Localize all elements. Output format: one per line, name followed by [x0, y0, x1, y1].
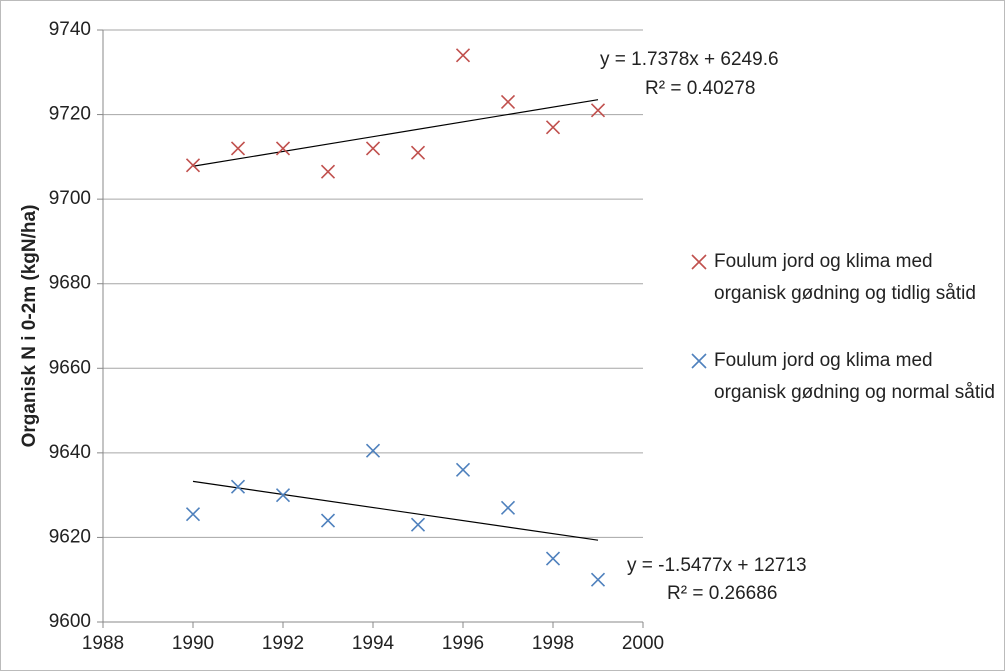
data-point [230, 141, 246, 156]
legend-marker [691, 353, 707, 369]
x-tick-label: 1992 [262, 633, 304, 654]
data-point [230, 479, 246, 494]
data-point [320, 164, 336, 179]
x-tick-label: 1994 [352, 633, 395, 654]
data-point [545, 551, 561, 566]
data-point [275, 488, 291, 503]
x-tick-label: 1988 [82, 633, 124, 654]
data-point [590, 572, 606, 587]
data-point [500, 94, 516, 109]
trendline-r2: R² = 0.26686 [667, 583, 777, 604]
trendline-equation: y = 1.7378x + 6249.6 [600, 49, 779, 70]
data-point [410, 517, 426, 532]
x-tick-label: 1998 [532, 633, 574, 654]
y-tick-label: 9640 [49, 442, 91, 463]
y-tick-label: 9600 [49, 611, 91, 632]
y-tick-label: 9720 [49, 104, 91, 125]
trendline [192, 480, 599, 541]
legend-label: Foulum jord og klima med organisk gødnin… [714, 350, 995, 403]
data-point [185, 507, 201, 522]
data-point [500, 500, 516, 515]
data-point [455, 462, 471, 477]
x-tick-label: 1990 [172, 633, 214, 654]
data-point [275, 141, 291, 156]
data-point [365, 443, 381, 458]
y-tick-label: 9740 [49, 19, 91, 40]
x-tick-label: 2000 [622, 633, 664, 654]
trendline [192, 99, 599, 167]
data-point [410, 145, 426, 160]
legend-marker [691, 254, 707, 270]
y-axis-label: Organisk N i 0-2m (kgN/ha) [19, 205, 40, 448]
x-tick-label: 1996 [442, 633, 484, 654]
legend-label: Foulum jord og klima med organisk gødnin… [714, 251, 976, 304]
data-point [545, 120, 561, 135]
data-point [455, 48, 471, 63]
data-point [320, 513, 336, 528]
y-tick-label: 9660 [49, 357, 91, 378]
data-point [590, 103, 606, 118]
trendline-r2: R² = 0.40278 [645, 78, 755, 99]
data-point [365, 141, 381, 156]
trendline-equation: y = -1.5477x + 12713 [627, 555, 807, 576]
data-point [185, 158, 201, 173]
y-tick-label: 9620 [49, 526, 91, 547]
y-tick-label: 9700 [49, 188, 91, 209]
y-tick-label: 9680 [49, 273, 91, 294]
